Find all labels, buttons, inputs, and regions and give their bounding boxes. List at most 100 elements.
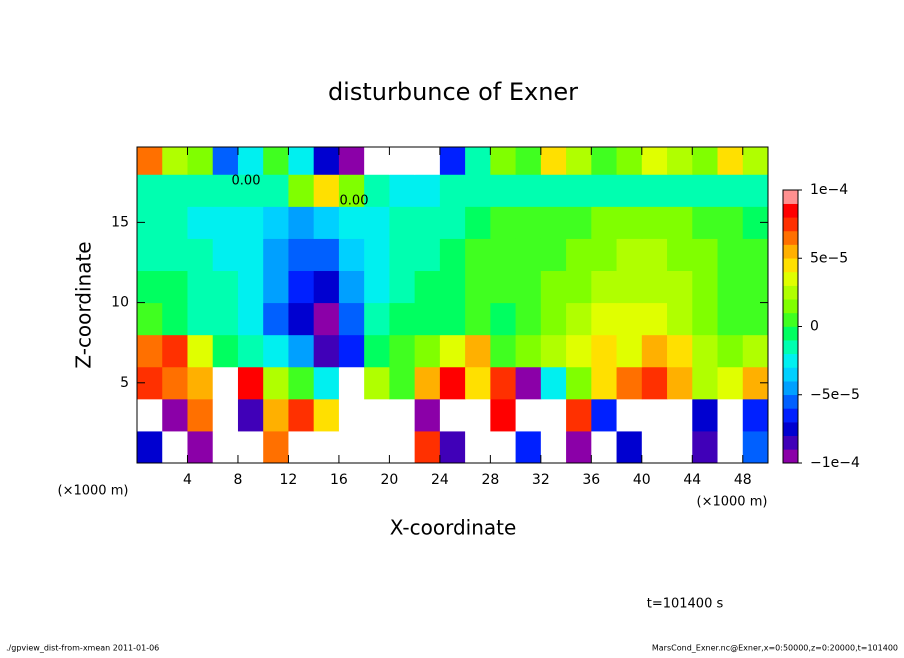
heatmap-cell [465,430,491,463]
heatmap-cell [137,174,163,207]
heatmap-cell [641,238,668,272]
x-tick-label: 8 [233,472,242,488]
heatmap-cell [692,174,719,207]
heatmap-cell [515,206,542,239]
heatmap-cell [667,174,693,207]
heatmap-cell [490,398,517,432]
heatmap-cell [414,302,441,336]
heatmap-cell [338,334,365,368]
x-tick-label: 16 [330,472,348,488]
heatmap-cell [540,366,567,400]
y-tick-label: 10 [111,295,129,311]
heatmap-cell [540,238,567,272]
heatmap-cell [263,366,289,400]
heatmap-cell [742,238,768,272]
heatmap-cell [414,334,441,368]
heatmap-cell [439,270,466,304]
heatmap-cell [465,238,491,272]
heatmap-cell [313,206,340,239]
heatmap-cell [364,270,390,304]
heatmap-cell [465,147,491,175]
x-tick-label: 4 [183,472,192,488]
heatmap-cell [439,398,466,432]
contour-label: 0.00 [340,194,369,209]
heatmap-cell [641,366,668,400]
heatmap-cell [389,398,416,432]
heatmap-cell [616,366,643,400]
heatmap-cell [515,302,542,336]
chart-title: disturbunce of Exner [328,78,578,106]
heatmap-cell [465,174,491,207]
heatmap-cell [490,238,517,272]
colorbar-tick-label: 0 [810,319,819,335]
heatmap-cell [414,430,441,463]
colorbar-swatch [783,326,798,341]
heatmap-cell [389,238,416,272]
heatmap-cell [566,302,592,336]
heatmap-cell [187,430,214,463]
heatmap-cell [591,206,618,239]
heatmap-cell [364,174,390,207]
heatmap-cell [389,147,416,175]
time-label: t=101400 s [647,597,724,612]
heatmap-cell [515,147,542,175]
heatmap-cell [364,398,390,432]
heatmap-cell [212,366,239,400]
heatmap-cell [515,398,542,432]
heatmap-cell [717,238,744,272]
heatmap-cell [288,147,315,175]
heatmap-cell [540,302,567,336]
heatmap-cell [162,147,188,175]
heatmap-cell [515,270,542,304]
heatmap-cell [338,398,365,432]
heatmap-cell [162,430,188,463]
heatmap-cell [162,302,188,336]
heatmap-cell [187,366,214,400]
x-tick-label: 40 [633,472,651,488]
heatmap-cell [338,174,365,207]
heatmap-cell [667,366,693,400]
heatmap-cell [288,302,315,336]
heatmap-cell [389,206,416,239]
heatmap-cell [490,206,517,239]
heatmap-cell [667,398,693,432]
heatmap-cell [389,334,416,368]
heatmap-cell [187,206,214,239]
heatmap-cell [641,398,668,432]
x-unit-label: (×1000 m) [697,495,768,510]
heatmap-cell [566,174,592,207]
heatmap-cell [338,270,365,304]
heatmap-cell [717,334,744,368]
heatmap-cell [237,147,264,175]
heatmap-cell [212,302,239,336]
heatmap-cell [465,270,491,304]
heatmap-cell [490,430,517,463]
heatmap-cell [288,398,315,432]
colorbar-swatch [783,435,798,450]
heatmap-cell [187,270,214,304]
heatmap-cell [313,270,340,304]
heatmap-cell [237,270,264,304]
colorbar-swatch [783,381,798,396]
heatmap-cell [288,206,315,239]
heatmap-cell [717,366,744,400]
colorbar-swatch [783,299,798,314]
heatmap-cell [692,334,719,368]
heatmap-cell [187,238,214,272]
heatmap-cell [162,174,188,207]
heatmap-cell [591,238,618,272]
heatmap-cell [288,238,315,272]
colorbar-swatch [783,217,798,232]
heatmap-cell [137,334,163,368]
colorbar-tick-label: 5e−5 [810,250,848,266]
colorbar-tick-label: 1e−4 [810,182,848,198]
heatmap-cell [641,206,668,239]
heatmap-cell [540,430,567,463]
x-tick-label: 48 [734,472,752,488]
heatmap-cell [515,238,542,272]
heatmap-cell [490,270,517,304]
heatmap-cell [338,302,365,336]
heatmap-cell [540,147,567,175]
heatmap-cell [742,270,768,304]
